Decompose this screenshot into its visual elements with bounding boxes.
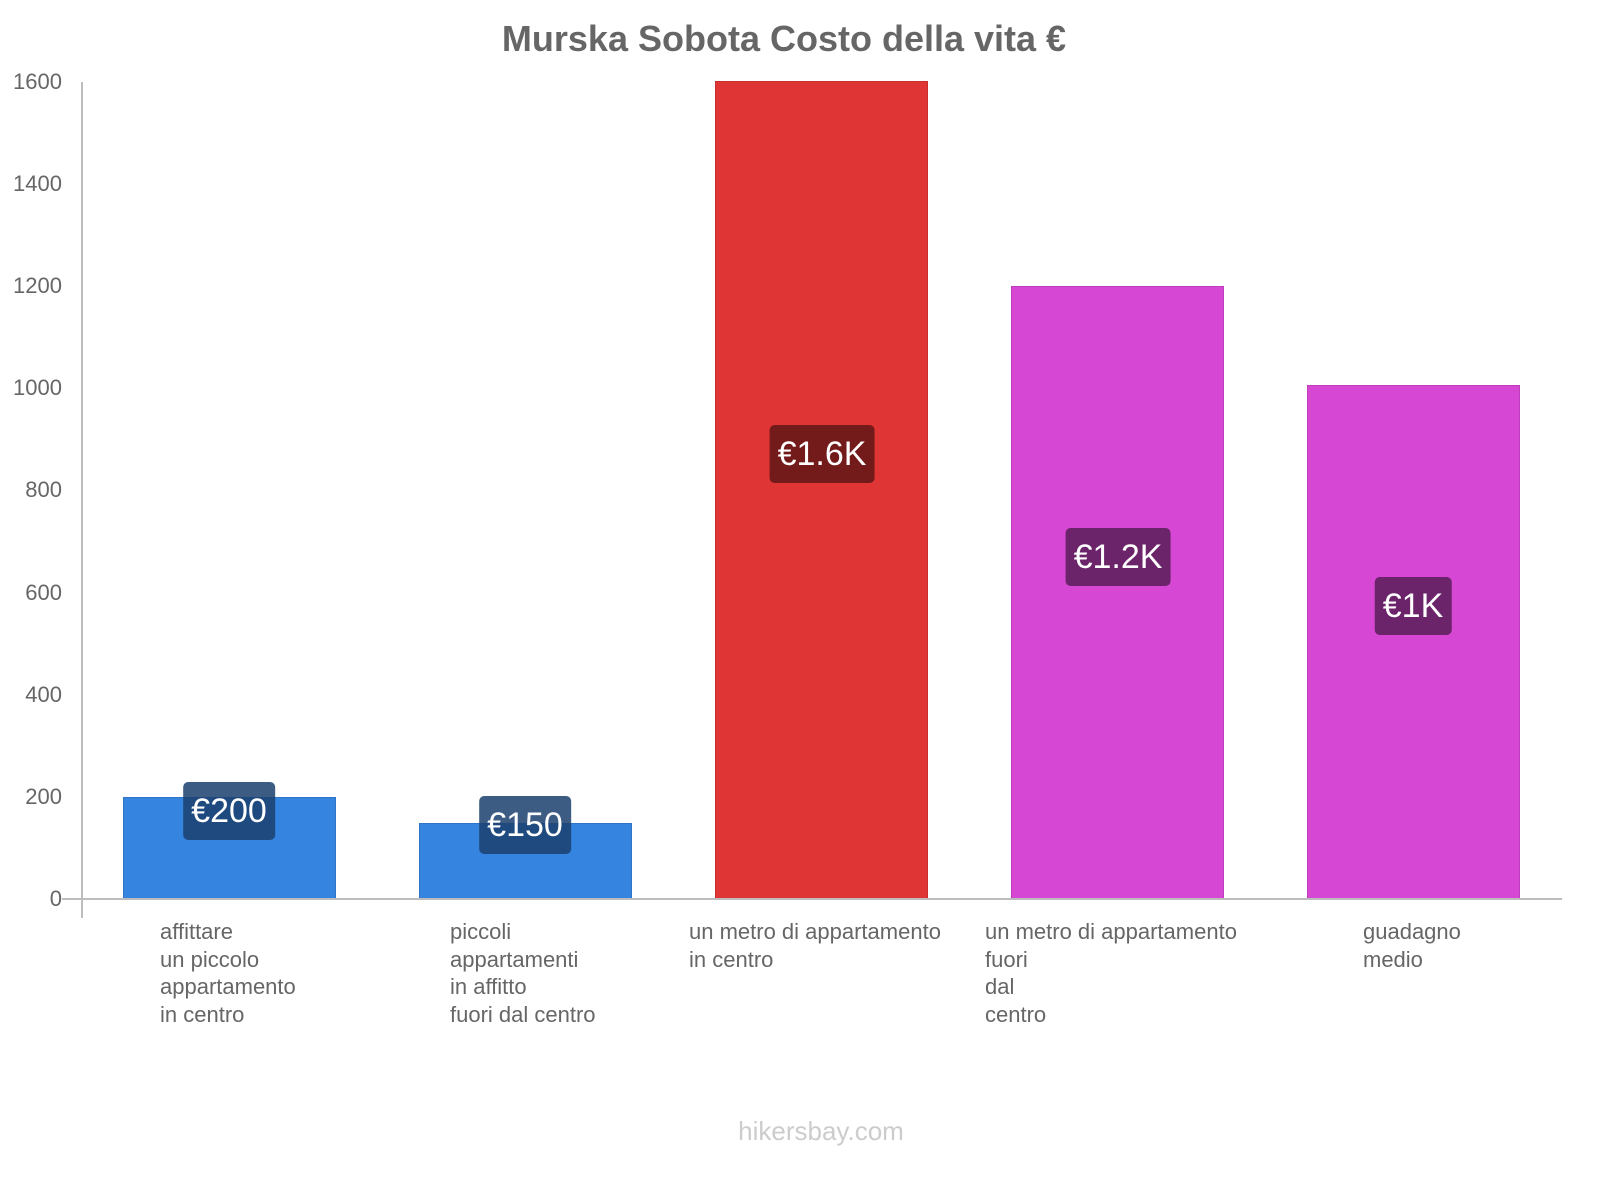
- x-tick-label: piccoli appartamenti in affitto fuori da…: [450, 919, 596, 1027]
- bar-sqm-apartment-outside-center[interactable]: [1011, 286, 1224, 899]
- x-axis-line: [62, 898, 1562, 900]
- x-tick-label: un metro di appartamento fuori dal centr…: [985, 919, 1237, 1027]
- y-tick-label: 1200: [13, 273, 62, 298]
- y-tick-label: 1000: [13, 375, 62, 400]
- y-tick-label: 200: [25, 784, 62, 809]
- chart-title: Murska Sobota Costo della vita €: [501, 18, 1067, 59]
- bar-value-label: €150: [479, 796, 571, 854]
- y-tick-label: 1600: [13, 69, 62, 94]
- x-tick-label: guadagno medio: [1363, 919, 1461, 972]
- bar-value-label: €200: [183, 782, 275, 840]
- watermark: hikersbay.com: [738, 1116, 904, 1146]
- bar-value-label: €1.6K: [769, 425, 875, 483]
- x-tick-label: un metro di appartamento in centro: [689, 919, 941, 972]
- y-axis-line: [81, 82, 83, 918]
- bar-average-salary[interactable]: [1307, 385, 1520, 899]
- y-tick-label: 0: [49, 886, 62, 911]
- y-tick-label: 1400: [13, 171, 62, 196]
- bar-value-label: €1.2K: [1065, 528, 1171, 586]
- bar-value-label: €1K: [1374, 577, 1452, 635]
- x-tick-label: affittare un piccolo appartamento in cen…: [160, 919, 296, 1027]
- y-tick-label: 600: [25, 580, 62, 605]
- bar-sqm-apartment-center[interactable]: [715, 81, 928, 899]
- y-tick-label: 400: [25, 682, 62, 707]
- y-tick-label: 800: [25, 477, 62, 502]
